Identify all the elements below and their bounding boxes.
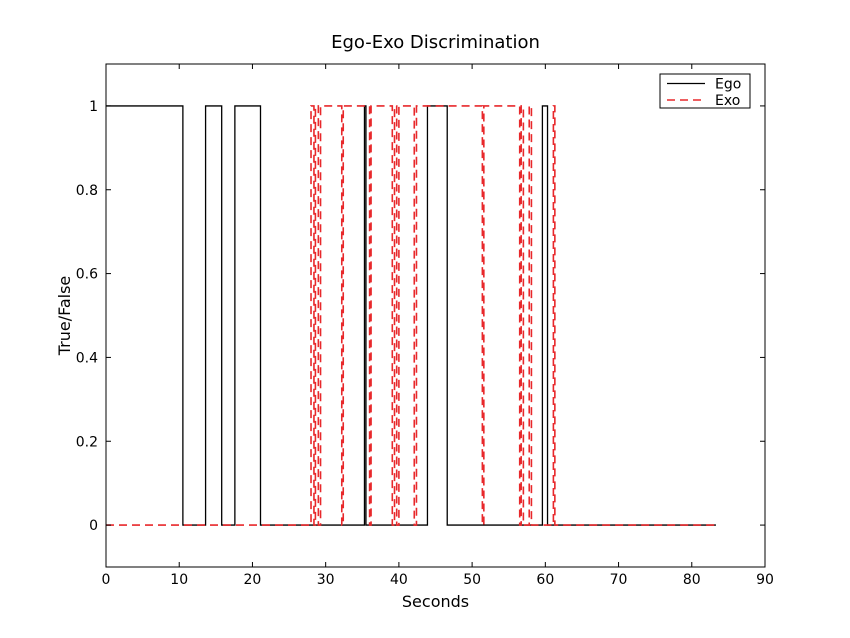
legend-box (659, 73, 751, 109)
series-line-exo (106, 105, 716, 526)
x-tick-label: 80 (683, 572, 701, 588)
legend-label-exo: Exo (715, 93, 740, 109)
legend-label-ego: Ego (715, 77, 741, 93)
x-axis: 0 10 20 30 40 50 60 70 80 90 (102, 64, 774, 588)
y-axis-title: True/False (55, 276, 74, 357)
x-tick-label: 0 (102, 572, 111, 588)
x-axis-title: Seconds (402, 592, 469, 611)
x-tick-label: 40 (390, 572, 408, 588)
chart-title: Ego-Exo Discrimination (331, 32, 540, 53)
x-tick-label: 90 (756, 572, 774, 588)
y-tick-label: 0 (89, 518, 98, 534)
x-tick-label: 50 (463, 572, 481, 588)
y-axis: 0 0.2 0.4 0.6 0.8 1 (76, 99, 765, 534)
y-tick-label: 0.6 (76, 267, 98, 283)
x-tick-label: 30 (317, 572, 335, 588)
series-line-ego (106, 105, 716, 526)
plot-frame (105, 63, 766, 568)
legend: Ego Exo (659, 73, 751, 109)
x-tick-label: 60 (536, 572, 554, 588)
y-tick-label: 0.8 (76, 183, 98, 199)
x-tick-label: 70 (610, 572, 628, 588)
plot-area (106, 105, 716, 526)
y-tick-label: 0.2 (76, 434, 98, 450)
x-tick-label: 10 (170, 572, 188, 588)
y-tick-label: 0.4 (76, 350, 98, 366)
x-tick-label: 20 (244, 572, 262, 588)
y-tick-label: 1 (89, 99, 98, 115)
